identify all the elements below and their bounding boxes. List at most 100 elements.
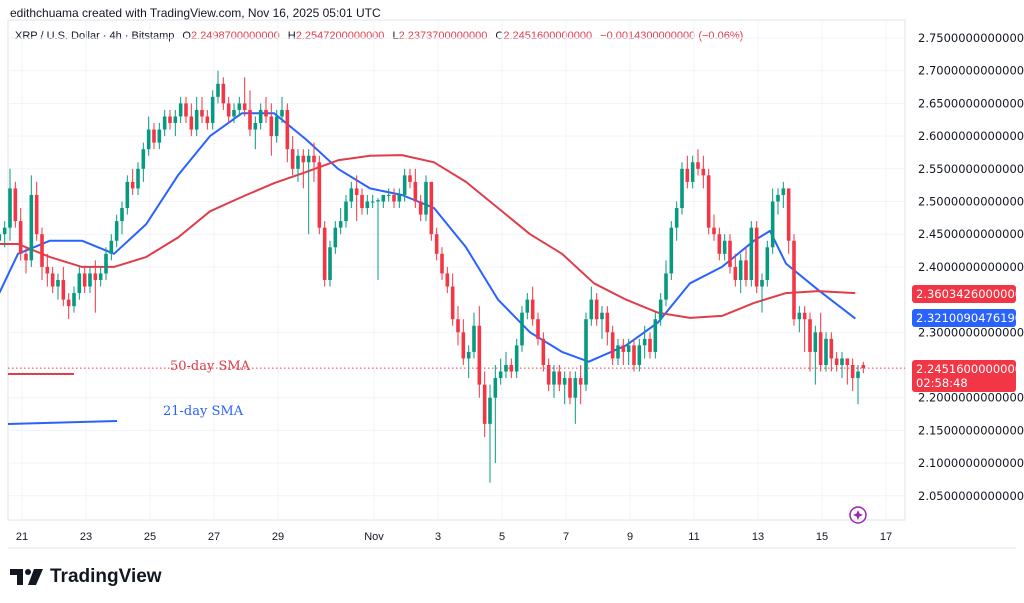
candle-body	[365, 201, 370, 209]
candle	[392, 188, 396, 209]
candle	[856, 365, 860, 405]
candle	[440, 247, 444, 280]
candle	[493, 365, 498, 464]
candle	[322, 221, 327, 287]
candle	[834, 351, 839, 372]
sma-lines	[0, 112, 856, 425]
candle-body	[792, 240, 796, 320]
candle-body	[557, 371, 562, 385]
symbol-label[interactable]: XRP / U.S. Dollar · 4h · Bitstamp	[15, 30, 175, 42]
candle	[525, 293, 530, 320]
candle-body	[712, 227, 716, 235]
candle-body	[504, 365, 508, 372]
candle	[797, 306, 802, 333]
sparkle-replay-icon-star	[853, 510, 863, 520]
candle-body	[408, 175, 412, 182]
candle-body	[168, 116, 172, 124]
candle-body	[24, 253, 28, 261]
tradingview-logo[interactable]: TradingView	[10, 566, 162, 588]
candle-body	[840, 358, 844, 365]
candle-body	[354, 188, 359, 195]
candle-body	[274, 116, 279, 137]
candle	[152, 123, 156, 150]
candle	[776, 188, 780, 215]
candle	[498, 358, 503, 385]
candle-body	[157, 129, 162, 143]
y-tick-label: 2.1500000000000	[918, 423, 1024, 437]
low-value: 2.2373700000000	[398, 30, 488, 42]
candle-body	[733, 266, 738, 280]
candle-body	[802, 312, 807, 320]
chart-credit: edithchuama created with TradingView.com…	[10, 6, 381, 20]
y-tick-label: 2.5000000000000	[918, 195, 1024, 209]
candle-body	[66, 299, 71, 307]
candle-body	[418, 201, 423, 215]
candle-body	[226, 103, 231, 117]
candle-body	[642, 338, 647, 346]
candle-body	[77, 273, 82, 294]
candle	[600, 306, 604, 339]
candle	[82, 266, 87, 294]
candle-body	[632, 345, 636, 365]
candle	[2, 221, 7, 248]
candle	[664, 260, 668, 307]
candle	[194, 96, 199, 137]
candle-body	[0, 234, 2, 241]
y-tick-label: 2.6500000000000	[918, 96, 1024, 110]
candle-body	[717, 234, 722, 254]
sparkle-replay-icon	[849, 506, 867, 524]
candle	[536, 312, 540, 346]
candle-body	[498, 371, 503, 379]
x-tick-label: 23	[80, 531, 92, 543]
candle	[685, 155, 690, 189]
candle-body	[493, 378, 498, 398]
candle	[690, 155, 695, 189]
candle	[34, 181, 39, 241]
candle-body	[56, 279, 60, 287]
candle-body	[125, 181, 130, 209]
candle-body	[248, 109, 252, 130]
candle-body	[530, 299, 535, 320]
candle-body	[786, 188, 791, 241]
candle-body	[744, 260, 748, 280]
candle	[200, 96, 204, 124]
candle	[130, 168, 135, 195]
candle-body	[818, 332, 823, 365]
candle-body	[13, 188, 18, 222]
candle-body	[472, 325, 476, 352]
x-tick-label: 15	[816, 531, 828, 543]
candle	[504, 351, 508, 379]
candle	[472, 312, 476, 359]
candle-body	[370, 201, 375, 203]
candle	[450, 273, 455, 326]
candle	[13, 181, 18, 228]
candle-body	[29, 194, 34, 261]
candle	[381, 194, 386, 209]
candle	[98, 266, 103, 287]
candle-body	[184, 103, 188, 117]
candle	[541, 332, 546, 372]
candle	[770, 188, 775, 254]
candle-body	[680, 168, 684, 209]
candle-body	[34, 194, 39, 235]
candle	[605, 306, 610, 346]
candle	[765, 240, 770, 287]
bar-countdown: 02:58:48	[916, 376, 968, 390]
candle-body	[301, 155, 306, 163]
x-tick-label: Nov	[364, 531, 384, 543]
candle-body	[621, 345, 626, 352]
candle	[269, 103, 274, 156]
y-tick-label: 2.7500000000000	[918, 31, 1024, 45]
candle-body	[434, 234, 439, 254]
candle-body	[770, 201, 775, 248]
candle-body	[61, 279, 66, 300]
candle-body	[104, 253, 108, 274]
candle	[253, 116, 258, 150]
candle-body	[760, 279, 764, 287]
candle	[573, 371, 578, 424]
candle	[568, 371, 572, 405]
change-value: −0.0014300000000 (−0.06%)	[600, 30, 744, 42]
candle-body	[546, 365, 551, 385]
candle	[733, 253, 738, 287]
